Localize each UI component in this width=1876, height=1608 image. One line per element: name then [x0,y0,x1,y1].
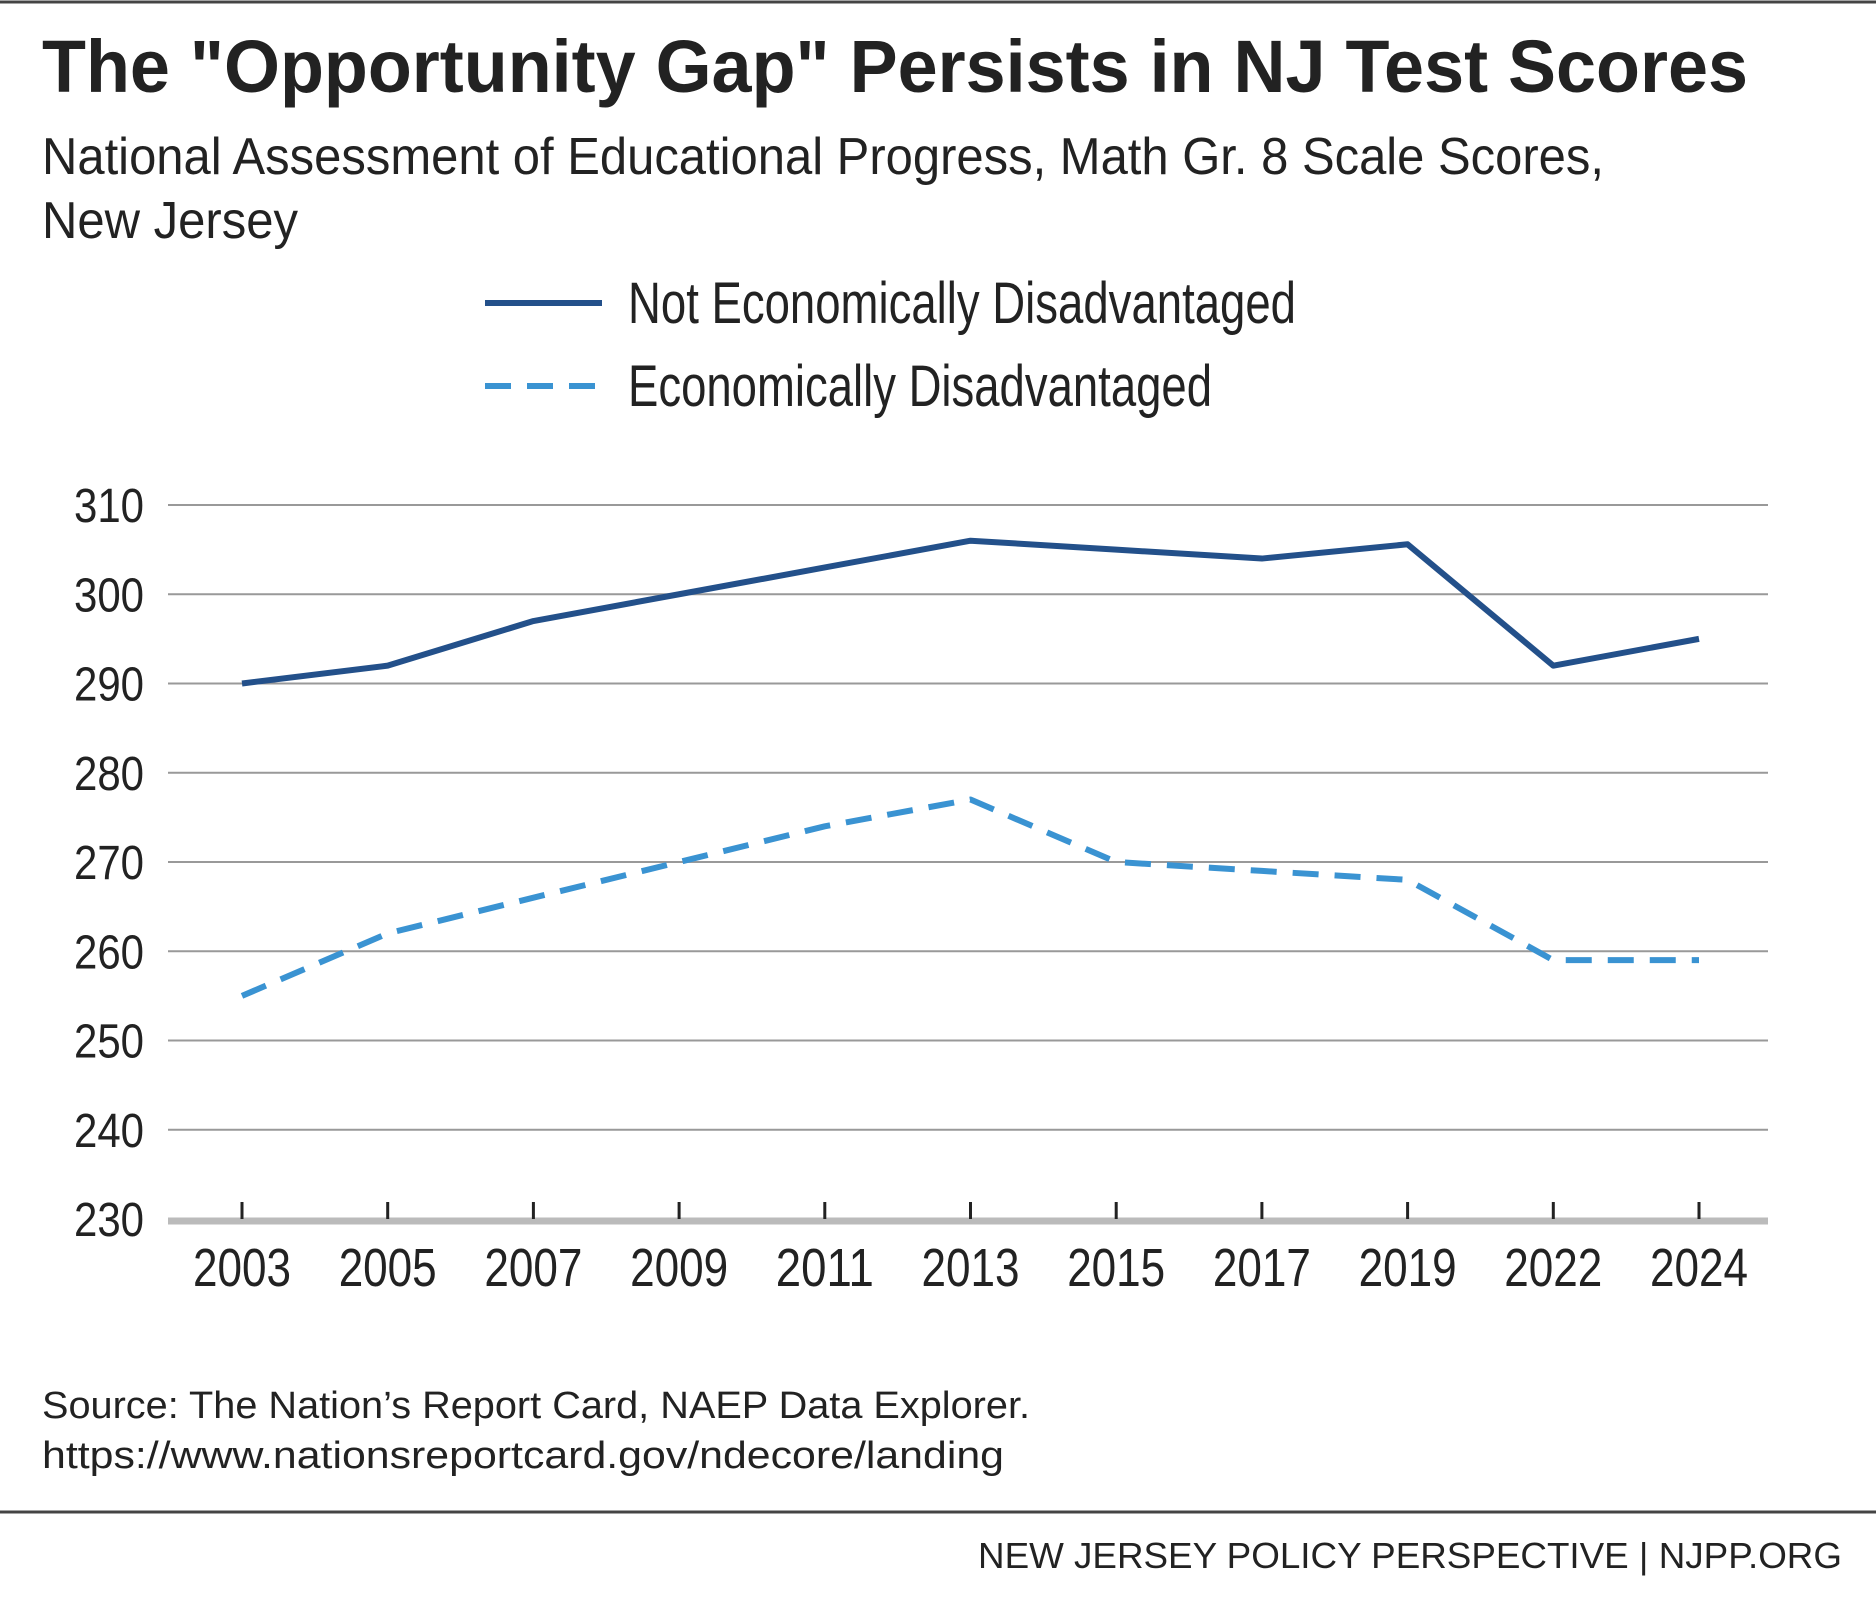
y-tick-label: 230 [74,1194,144,1247]
y-tick-label: 310 [74,480,144,533]
y-tick-label: 300 [74,569,144,622]
x-tick-label: 2017 [1213,1238,1311,1298]
x-tick-label: 2013 [922,1238,1020,1298]
x-tick-label: 2009 [630,1238,728,1298]
chart-subtitle: New Jersey [42,192,298,250]
y-tick-label: 290 [74,659,144,712]
source-note: Source: The Nation’s Report Card, NAEP D… [42,1385,1030,1427]
source-note: https://www.nationsreportcard.gov/ndecor… [42,1435,1004,1477]
x-tick-label: 2022 [1504,1238,1602,1298]
x-tick-label: 2019 [1359,1238,1457,1298]
legend-label: Economically Disadvantaged [628,354,1212,419]
chart-title: The "Opportunity Gap" Persists in NJ Tes… [42,25,1748,108]
x-tick-label: 2005 [339,1238,437,1298]
y-tick-label: 270 [74,837,144,890]
footer: NEW JERSEY POLICY PERSPECTIVE | NJPP.ORG [978,1535,1842,1576]
x-tick-label: 2011 [776,1238,874,1298]
x-tick-label: 2007 [484,1238,582,1298]
x-tick-label: 2024 [1650,1238,1748,1298]
y-tick-label: 260 [74,926,144,979]
x-tick-label: 2003 [193,1238,291,1298]
chart-subtitle: National Assessment of Educational Progr… [42,128,1604,186]
x-tick-label: 2015 [1067,1238,1165,1298]
legend-label: Not Economically Disadvantaged [628,271,1296,336]
series-line [240,796,1699,999]
series-line [241,537,1700,687]
y-tick-label: 240 [74,1105,144,1158]
y-tick-label: 280 [74,748,144,801]
y-tick-label: 250 [74,1016,144,1069]
